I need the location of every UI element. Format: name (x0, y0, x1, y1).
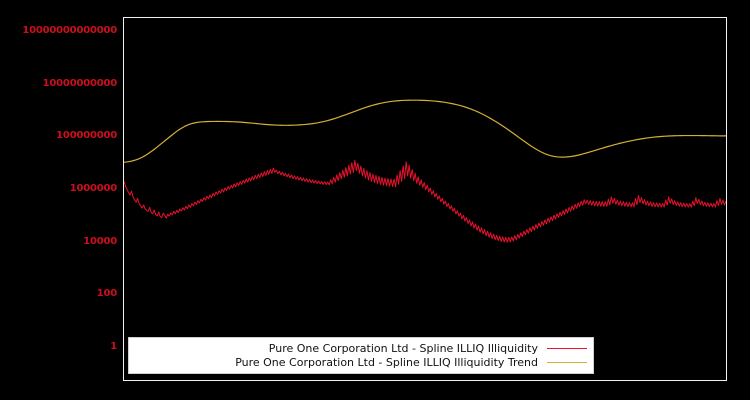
plot-area (123, 17, 727, 381)
legend-label: Pure One Corporation Ltd - Spline ILLIQ … (268, 341, 538, 355)
legend-color-swatch (547, 347, 587, 349)
y-tick-label: 1 (110, 341, 117, 352)
y-tick-label: 100 (96, 288, 117, 300)
series-line-1 (124, 100, 726, 162)
y-tick-label: 100000000 (56, 130, 117, 142)
plot-svg (124, 18, 726, 380)
y-axis: 10000000000000 10000000000 100000000 100000… (0, 0, 123, 400)
legend-label: Pure One Corporation Ltd - Spline ILLIQ … (235, 355, 538, 369)
legend-item[interactable]: Pure One Corporation Ltd - Spline ILLIQ … (135, 355, 587, 369)
y-tick-label: 10000000000000 (22, 25, 117, 36)
y-tick-label: 1000000 (69, 183, 118, 194)
legend-color-swatch (547, 361, 587, 363)
y-tick-label: 10000000000 (42, 77, 118, 89)
y-tick-label: 10000 (83, 235, 117, 247)
series-line-0 (124, 160, 726, 242)
legend-item[interactable]: Pure One Corporation Ltd - Spline ILLIQ … (135, 341, 587, 355)
chart-legend: Pure One Corporation Ltd - Spline ILLIQ … (128, 337, 594, 374)
